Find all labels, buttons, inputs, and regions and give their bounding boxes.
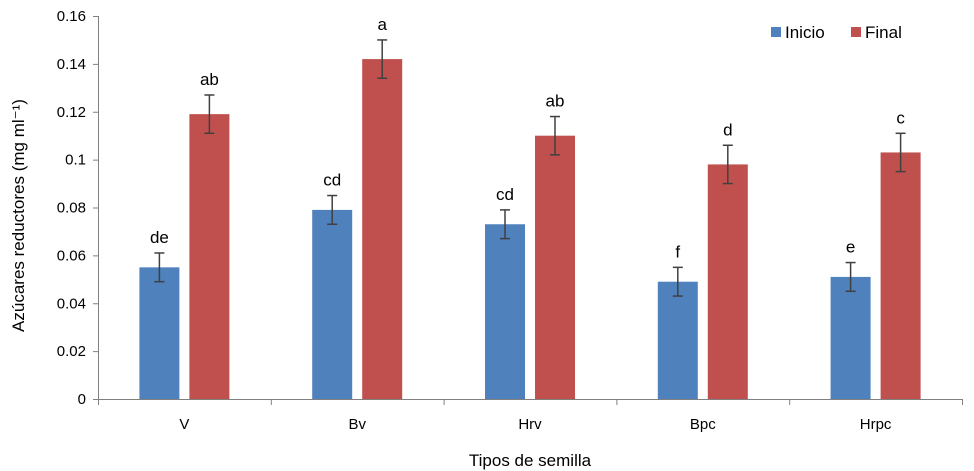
y-tick-label: 0.16 — [57, 8, 86, 25]
legend-swatch-inicio — [771, 27, 781, 37]
bar-significance-label: de — [150, 228, 169, 247]
y-tick-label: 0.12 — [57, 104, 86, 121]
bar-significance-label: a — [377, 15, 387, 34]
y-tick-label: 0.14 — [57, 56, 86, 73]
bar-letter-labels: de cd cd f e ab a ab d c — [150, 15, 905, 261]
bars — [139, 59, 921, 400]
bar-final — [880, 152, 921, 399]
bar-significance-label: ab — [546, 92, 565, 111]
y-axis-title: Azúcares reductores (mg ml⁻¹) — [9, 99, 28, 332]
legend-swatch-final — [851, 27, 861, 37]
x-axis-ticks: V Bv Hrv Bpc Hrpc — [98, 399, 963, 433]
x-axis-title: Tipos de semilla — [469, 451, 592, 470]
x-tick-label: Hrpc — [860, 416, 892, 433]
bar-final — [535, 135, 575, 399]
error-bars — [154, 39, 906, 297]
y-tick-label: 0.06 — [57, 247, 86, 264]
bar-significance-label: d — [723, 120, 732, 139]
y-tick-label: 0.1 — [65, 152, 86, 169]
bar-inicio — [139, 267, 180, 399]
y-tick-label: 0.02 — [57, 343, 86, 360]
bar-significance-label: cd — [496, 185, 514, 204]
bar-final — [707, 164, 748, 399]
y-tick-label: 0.04 — [57, 295, 86, 312]
y-tick-label: 0 — [78, 391, 86, 408]
bar-inicio — [657, 281, 698, 399]
legend: Inicio Final — [771, 23, 902, 42]
x-tick-label: V — [179, 416, 189, 433]
bar-inicio — [830, 276, 871, 399]
bar-final — [189, 114, 230, 400]
y-axis-ticks: 0 0.02 0.04 0.06 0.08 0.1 0.12 0.14 0.16 — [57, 8, 98, 408]
bar-significance-label: c — [896, 108, 905, 127]
x-tick-label: Bv — [348, 416, 366, 433]
bar-significance-label: e — [846, 238, 855, 257]
bar-final — [362, 59, 403, 400]
bar-inicio — [312, 209, 353, 399]
legend-label: Inicio — [785, 23, 825, 42]
x-tick-label: Bpc — [690, 416, 716, 433]
bar-significance-label: cd — [323, 171, 341, 190]
bar-inicio — [485, 224, 525, 399]
y-tick-label: 0.08 — [57, 200, 86, 217]
x-tick-label: Hrv — [518, 416, 542, 433]
bar-significance-label: ab — [200, 70, 219, 89]
bar-significance-label: f — [675, 242, 680, 261]
legend-label: Final — [865, 23, 902, 42]
